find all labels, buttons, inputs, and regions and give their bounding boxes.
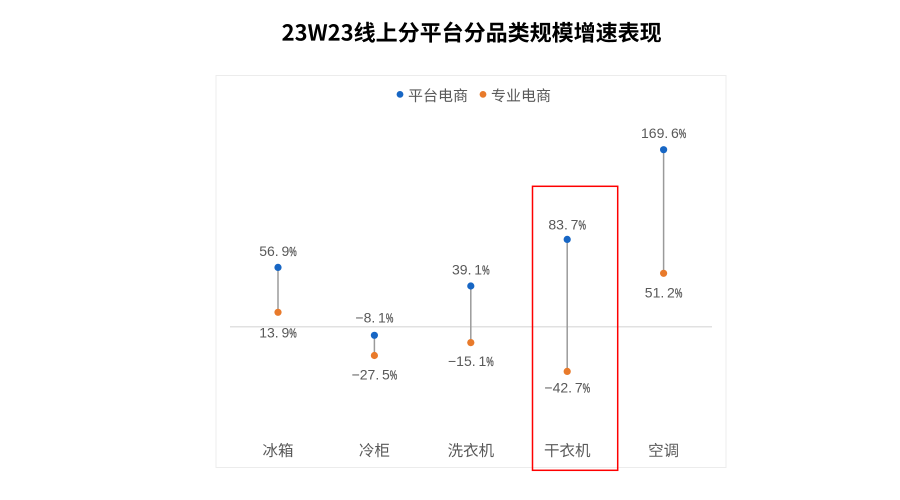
svg-text:%: % <box>289 245 297 259</box>
svg-text:56. 9: 56. 9 <box>259 243 289 259</box>
svg-text:−15. 1: −15. 1 <box>448 353 486 369</box>
svg-text:%: % <box>583 382 591 396</box>
svg-text:%: % <box>579 219 587 233</box>
svg-text:−8. 1: −8. 1 <box>355 310 386 326</box>
svg-text:169. 6: 169. 6 <box>641 125 679 141</box>
svg-text:%: % <box>486 356 494 370</box>
svg-text:%: % <box>386 312 394 326</box>
svg-text:%: % <box>675 287 683 301</box>
svg-text:−27. 5: −27. 5 <box>352 367 390 383</box>
svg-text:%: % <box>390 369 398 383</box>
svg-text:83. 7: 83. 7 <box>548 216 578 232</box>
svg-text:%: % <box>482 264 490 278</box>
svg-text:51. 2: 51. 2 <box>645 285 675 301</box>
svg-text:%: % <box>679 127 687 141</box>
svg-text:−42. 7: −42. 7 <box>544 380 582 396</box>
svg-text:%: % <box>289 327 297 341</box>
svg-text:13. 9: 13. 9 <box>259 325 289 341</box>
svg-text:39. 1: 39. 1 <box>452 262 482 278</box>
